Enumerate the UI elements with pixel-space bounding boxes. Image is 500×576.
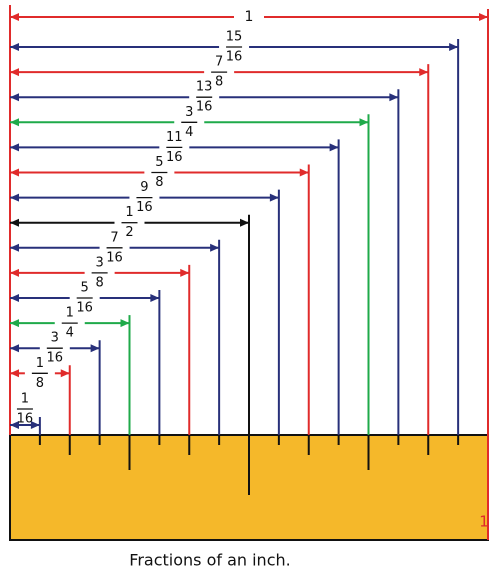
denominator: 16 — [196, 100, 213, 115]
denominator: 8 — [95, 275, 103, 290]
denominator: 4 — [66, 326, 74, 341]
numerator: 3 — [95, 255, 103, 270]
arrowhead — [120, 319, 130, 328]
denominator: 8 — [215, 75, 223, 90]
denominator: 16 — [226, 50, 243, 65]
arrowhead — [269, 193, 279, 202]
numerator: 11 — [166, 130, 183, 145]
numerator: 13 — [196, 80, 213, 95]
arrowhead — [299, 168, 309, 177]
arrowhead — [10, 218, 19, 227]
arrowhead — [10, 93, 19, 102]
numerator: 7 — [215, 55, 223, 70]
arrowhead — [419, 68, 429, 77]
arrowhead — [10, 143, 19, 152]
arrowhead — [150, 294, 160, 302]
arrowhead — [10, 168, 19, 177]
arrowhead — [10, 294, 19, 302]
arrowhead — [10, 68, 19, 77]
arrowhead — [30, 421, 40, 429]
numerator: 1 — [36, 356, 44, 371]
numerator: 9 — [140, 180, 148, 195]
numerator: 1 — [21, 392, 29, 407]
denominator: 16 — [17, 412, 34, 427]
ruler-end-label: 1 — [479, 513, 489, 531]
arrowhead — [60, 369, 70, 378]
arrowhead — [479, 13, 488, 21]
numerator: 5 — [155, 155, 163, 170]
arrowhead — [10, 421, 19, 429]
numerator: 5 — [81, 281, 89, 296]
arrowhead — [10, 369, 19, 378]
arrowhead — [10, 319, 19, 328]
arrowhead — [449, 43, 459, 51]
arrowhead — [10, 268, 19, 277]
arrowhead — [10, 243, 19, 252]
denominator: 4 — [185, 125, 193, 140]
arrowhead — [240, 218, 249, 227]
arrowhead — [359, 118, 369, 127]
caption: Fractions of an inch. — [129, 551, 290, 570]
whole-label: 1 — [245, 9, 254, 25]
arrowhead — [180, 268, 190, 277]
arrowhead — [90, 344, 100, 353]
arrowhead — [10, 43, 19, 51]
denominator: 8 — [36, 376, 44, 391]
numerator: 3 — [185, 105, 193, 120]
denominator: 2 — [125, 225, 133, 240]
denominator: 16 — [106, 250, 123, 265]
arrowhead — [10, 193, 19, 202]
numerator: 7 — [110, 230, 118, 245]
denominator: 16 — [136, 200, 153, 215]
numerator: 1 — [66, 306, 74, 321]
denominator: 8 — [155, 175, 163, 190]
numerator: 1 — [125, 205, 133, 220]
arrowhead — [210, 243, 220, 252]
arrowhead — [10, 13, 19, 21]
arrowhead — [329, 143, 339, 152]
denominator: 16 — [166, 150, 183, 165]
arrowhead — [10, 118, 19, 127]
denominator: 16 — [76, 301, 93, 316]
arrowhead — [10, 344, 19, 353]
numerator: 3 — [51, 331, 59, 346]
denominator: 16 — [47, 351, 64, 366]
numerator: 15 — [226, 30, 243, 45]
arrowhead — [389, 93, 399, 102]
